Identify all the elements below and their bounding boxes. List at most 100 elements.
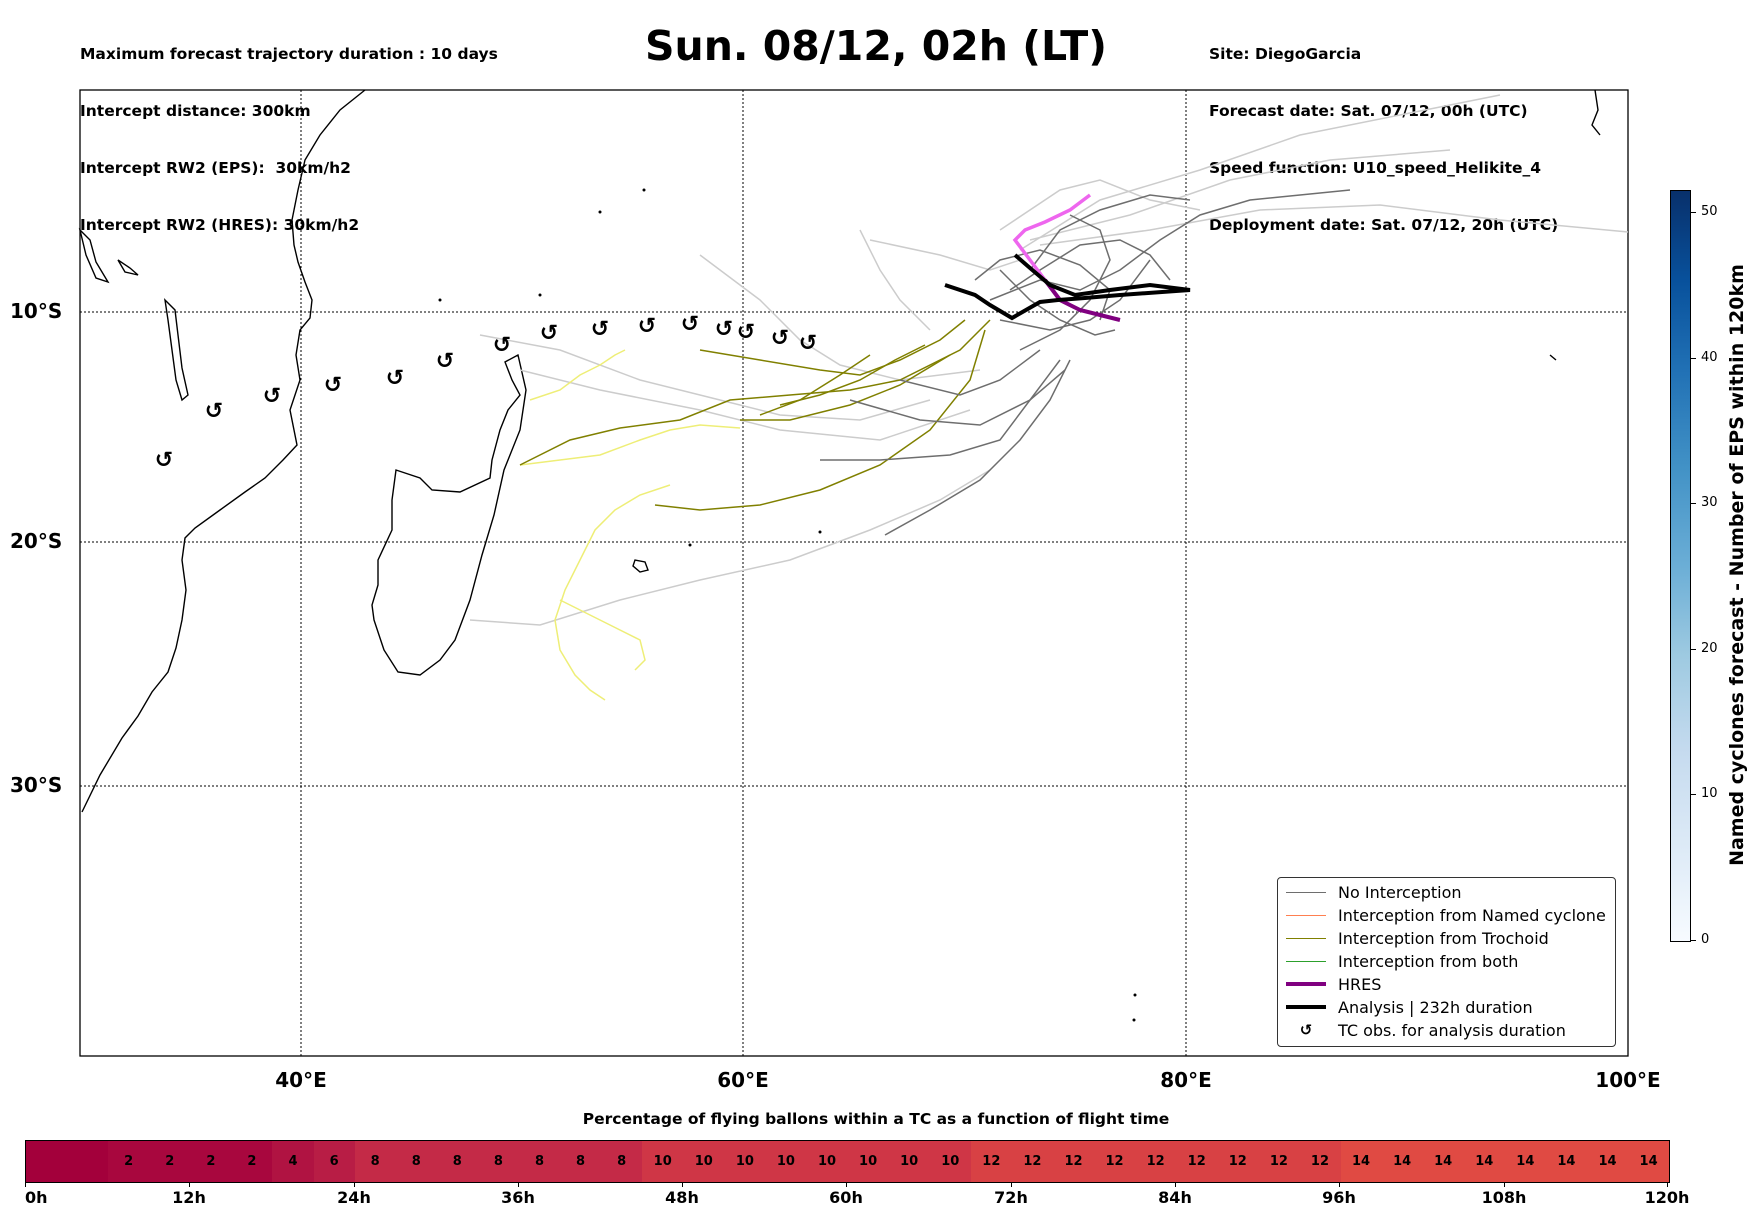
cyclone-icon: ↺	[737, 320, 755, 345]
percentage-cell	[67, 1141, 109, 1182]
colorbar-tick	[1690, 794, 1696, 795]
cyclone-icon: ↺	[681, 312, 699, 337]
trajectory	[899, 349, 1041, 396]
legend-swatch	[1286, 914, 1326, 916]
percentage-cell: 14	[1422, 1141, 1464, 1182]
trajectory	[519, 319, 991, 466]
time-tick	[518, 1182, 519, 1187]
legend-item-tc-obs: ↺ TC obs. for analysis duration	[1286, 1019, 1566, 1041]
lon-label-40e: 40°E	[275, 1068, 327, 1092]
trajectory	[529, 349, 626, 401]
trajectory	[469, 469, 991, 626]
legend-label: No Interception	[1338, 882, 1462, 902]
time-tick	[846, 1182, 847, 1187]
trajectory	[989, 189, 1351, 301]
percentage-cell: 8	[477, 1141, 519, 1182]
percentage-cell: 12	[1299, 1141, 1341, 1182]
percentage-cell: 8	[601, 1141, 643, 1182]
flight-time-bar-title: Percentage of flying ballons within a TC…	[582, 1110, 1170, 1128]
site-info: Site: DiegoGarcia Forecast date: Sat. 07…	[1209, 7, 1558, 254]
colorbar-tick	[1690, 212, 1696, 213]
legend-item-named-cyclone: Interception from Named cyclone	[1286, 904, 1606, 926]
trajectory	[859, 229, 931, 331]
colorbar-tick	[1690, 940, 1696, 941]
trajectory	[559, 599, 646, 671]
trajectory	[1019, 94, 1501, 251]
time-tick-label: 24h	[337, 1188, 371, 1207]
legend-item-both: Interception from both	[1286, 950, 1518, 972]
tc-obs-markers: ↺ ↺ ↺ ↺ ↺ ↺ ↺ ↺ ↺ ↺ ↺ ↺ ↺ ↺ ↺	[155, 312, 817, 473]
time-tick-label: 96h	[1322, 1188, 1356, 1207]
trajectory	[1019, 214, 1111, 351]
trajectory	[699, 254, 981, 381]
percentage-cell: 14	[1504, 1141, 1546, 1182]
cyclone-icon: ↺	[771, 326, 789, 351]
trajectory	[1039, 204, 1629, 246]
param-line: Intercept distance: 300km	[80, 102, 311, 120]
legend-label: Interception from both	[1338, 951, 1519, 971]
east-coast-stub	[1591, 89, 1601, 136]
island-dot	[642, 188, 646, 192]
trajectory	[884, 359, 1071, 536]
comoros-coast	[163, 298, 189, 402]
param-line: Intercept RW2 (EPS): 30km/h2	[80, 159, 351, 177]
cyclone-icon: ↺	[263, 384, 281, 409]
hres-track-light	[1012, 193, 1092, 282]
forecast-parameters: Maximum forecast trajectory duration : 1…	[80, 7, 498, 254]
flight-time-bar: 2 2 2 2 4 6 8 8 8 8 8 8 8 10 10 10 10 10…	[25, 1140, 1670, 1183]
trajectory	[999, 179, 1201, 231]
map-frame	[79, 89, 1629, 1057]
time-tick	[1339, 1182, 1340, 1187]
island-dot	[818, 530, 822, 534]
time-tick	[354, 1182, 355, 1187]
time-tick	[1504, 1182, 1505, 1187]
yellow-trajectories	[519, 349, 741, 701]
time-tick-label: 60h	[829, 1188, 863, 1207]
percentage-cell: 12	[1135, 1141, 1177, 1182]
percentage-cell: 8	[354, 1141, 396, 1182]
cyclone-icon: ↺	[205, 399, 223, 424]
island-dot	[1133, 993, 1137, 997]
island-dot	[1132, 1018, 1136, 1022]
colorbar-tick	[1690, 649, 1696, 650]
percentage-cell: 10	[847, 1141, 889, 1182]
percentage-cell: 2	[190, 1141, 232, 1182]
legend-swatch	[1286, 982, 1326, 986]
time-tick-label: 36h	[501, 1188, 535, 1207]
trajectory	[554, 484, 671, 701]
percentage-cell: 12	[1011, 1141, 1053, 1182]
percentage-cell: 2	[108, 1141, 150, 1182]
legend-swatch	[1286, 937, 1326, 939]
island-dot	[438, 298, 442, 302]
trajectory	[699, 319, 966, 376]
time-tick-label: 12h	[172, 1188, 206, 1207]
percentage-cell: 14	[1381, 1141, 1423, 1182]
trajectory	[999, 269, 1116, 336]
legend-label: Interception from Trochoid	[1338, 928, 1549, 948]
legend-label: Interception from Named cyclone	[1338, 905, 1606, 925]
lat-label-30s: 30°S	[10, 773, 63, 797]
percentage-cell: 14	[1586, 1141, 1629, 1182]
param-line: Intercept RW2 (HRES): 30km/h2	[80, 216, 360, 234]
percentage-cell: 4	[272, 1141, 314, 1182]
island-dot	[598, 210, 602, 214]
percentage-cell: 10	[929, 1141, 971, 1182]
small-islands	[438, 188, 1137, 1022]
cyclone-icon: ↺	[540, 321, 558, 346]
trajectory	[1029, 149, 1451, 241]
percentage-cell: 14	[1340, 1141, 1382, 1182]
param-line: Maximum forecast trajectory duration : 1…	[80, 45, 498, 63]
trajectory	[869, 239, 1021, 271]
legend-label: HRES	[1338, 974, 1382, 994]
legend-item-analysis: Analysis | 232h duration	[1286, 996, 1533, 1018]
cyclone-icon: ↺	[386, 366, 404, 391]
legend-swatch	[1286, 1005, 1326, 1009]
socotra-coast	[117, 259, 139, 276]
lon-label-80e: 80°E	[1160, 1068, 1212, 1092]
africa-coast	[81, 89, 366, 813]
site-line: Speed function: U10_speed_Helikite_4	[1209, 159, 1542, 177]
trajectory	[740, 354, 951, 421]
trajectory	[849, 369, 1066, 426]
island-dot	[538, 293, 542, 297]
percentage-cell: 2	[149, 1141, 191, 1182]
